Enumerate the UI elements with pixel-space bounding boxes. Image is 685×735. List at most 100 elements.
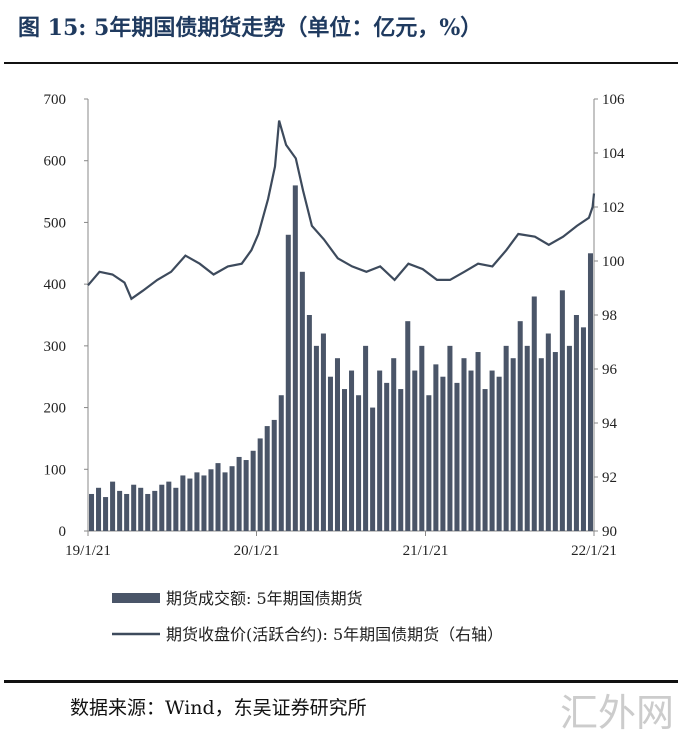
volume-bar [201,475,207,531]
x-tick-label: 22/1/21 [571,543,617,559]
volume-bar [573,315,579,531]
volume-bar [334,358,340,531]
volume-bar [538,358,544,531]
top-rule [4,62,678,64]
legend-line-label: 期货收盘价(活跃合约): 5年期国债期货（右轴） [166,625,503,644]
right-tick-label: 102 [602,200,625,216]
left-tick-label: 300 [44,339,67,355]
volume-bar [89,493,95,531]
volume-bar [152,490,158,531]
volume-bar [405,321,411,531]
volume-bar [503,345,509,531]
left-tick-label: 200 [44,401,67,417]
volume-bar [510,358,516,531]
volume-bar [370,407,376,531]
right-tick-label: 94 [602,416,618,432]
volume-bar [96,487,102,531]
chart: 0 100 200 300 400 500 600 700 90 92 94 96 98 100 102 10… [44,92,626,644]
volume-bar [313,345,319,531]
volume-bar [292,185,298,531]
x-tick-label: 20/1/21 [234,543,280,559]
volume-bar [257,438,263,531]
volume-bar [117,490,123,531]
volume-bar [299,271,305,531]
volume-bar [342,389,348,531]
volume-bar [454,382,460,531]
source-note: 数据来源：Wind，东吴证券研究所 [70,697,367,719]
right-tick-label: 106 [602,92,625,108]
left-tick-label: 400 [44,277,67,293]
left-tick-label: 500 [44,215,67,231]
volume-bar [320,333,326,531]
volume-bar [468,370,474,531]
volume-bar [447,345,453,531]
volume-bar [145,493,151,531]
volume-bar [545,333,551,531]
volume-bar [243,460,249,531]
volume-bar [391,358,397,531]
left-tick-label: 600 [44,154,67,170]
volume-bar [580,327,586,531]
volume-bar [285,234,291,531]
right-tick-label: 92 [602,470,617,486]
volume-bar [496,376,502,531]
volume-bar [103,497,109,531]
volume-bar [363,345,369,531]
volume-bar [531,296,537,531]
volume-bar [208,469,214,531]
volume-bar [222,472,228,531]
volume-bar [398,389,404,531]
right-tick-label: 98 [602,308,617,324]
volume-bar [384,382,390,531]
bottom-rule [4,680,678,683]
volume-bar [440,376,446,531]
volume-bar [278,395,284,531]
volume-bar [138,487,144,531]
volume-bar [124,493,130,531]
volume-bar [187,478,193,531]
volume-bar [475,352,481,531]
volume-bar [194,472,200,531]
volume-bar [489,370,495,531]
volume-bar [229,466,235,531]
volume-bar [250,450,256,531]
volume-bar [349,370,355,531]
volume-bar [215,463,221,531]
volume-bar [426,395,432,531]
figure-title: 图 15: 5年期国债期货走势（单位：亿元，%） [18,15,483,41]
volume-bar [482,389,488,531]
volume-bar [412,370,418,531]
right-tick-label: 96 [602,362,618,378]
volume-bar [356,395,362,531]
volume-bar [271,419,277,531]
volume-bar [517,321,523,531]
volume-bar [159,484,165,531]
left-tick-label: 100 [44,462,67,478]
volume-bar [131,484,137,531]
watermark: 汇外网 [560,691,675,735]
price-line [87,120,596,301]
volume-bar [306,315,312,531]
volume-bar [264,426,270,531]
volume-bar [327,376,333,531]
volume-bar [173,487,179,531]
volume-bar [461,358,467,531]
volume-bar [433,364,439,531]
left-tick-label: 700 [44,92,67,108]
right-tick-label: 90 [602,524,617,540]
volume-bar [377,370,383,531]
right-tick-label: 104 [602,146,625,162]
volume-bar [166,481,172,531]
volume-bar [236,456,242,531]
volume-bar [419,345,425,531]
volume-bar [587,253,593,532]
x-tick-label: 21/1/21 [403,543,449,559]
volume-bar [110,481,116,531]
left-tick-label: 0 [59,524,67,540]
legend-bar-label: 期货成交额: 5年期国债期货 [166,589,363,608]
volume-bar [524,345,530,531]
right-tick-label: 100 [602,254,625,270]
volume-bar [180,475,186,531]
volume-bar [566,345,572,531]
